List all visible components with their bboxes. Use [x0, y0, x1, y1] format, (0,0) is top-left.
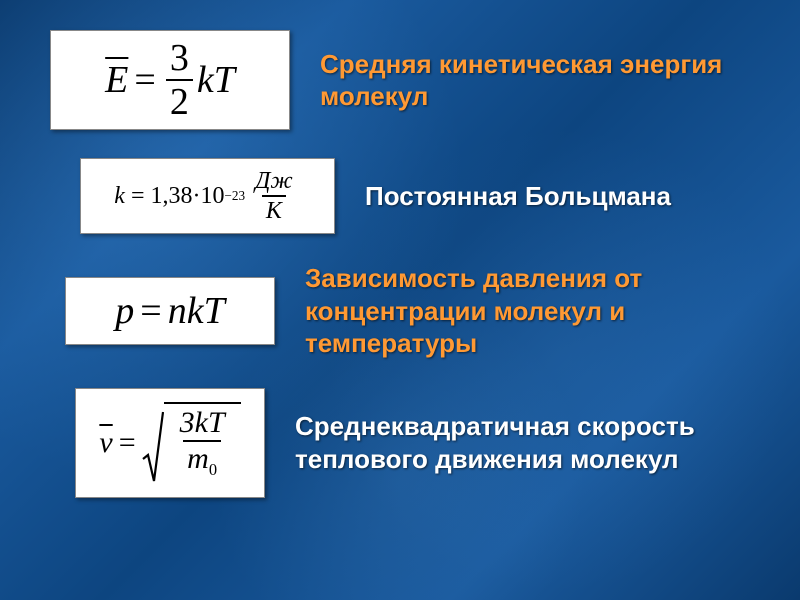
symbol-E-bar: E [105, 58, 128, 102]
row-pressure: p = nkT Зависимость давления от концентр… [40, 262, 760, 360]
row-rms-velocity: v = 3kT m0 Среднеквадратичная скорость т… [40, 388, 760, 498]
equals-sign: = [140, 289, 161, 333]
physics-slide: E = 3 2 kT Средняя кинетическая энергия … [0, 0, 800, 600]
formula-pressure: p = nkT [65, 277, 275, 345]
formula-boltzmann: k = 1,38 · 10 −23 Дж K [80, 158, 335, 234]
label-rms-velocity: Среднеквадратичная скорость теплового дв… [295, 410, 760, 475]
sqrt-expression: 3kT m0 [142, 402, 241, 483]
symbol-k: k [114, 183, 125, 210]
formula-kinetic-energy: E = 3 2 kT [50, 30, 290, 130]
symbol-p: p [115, 289, 134, 333]
fraction-3-2: 3 2 [166, 39, 193, 121]
radicand: 3kT m0 [164, 402, 241, 483]
tail-kT: kT [197, 58, 235, 102]
value-138: 1,38 [150, 183, 192, 210]
rhs-nkT: nkT [168, 289, 225, 333]
equals-sign: = [134, 58, 155, 102]
symbol-v-bar: v [99, 426, 112, 460]
formula-rms-velocity: v = 3kT m0 [75, 388, 265, 498]
label-boltzmann: Постоянная Больцмана [365, 180, 760, 213]
label-kinetic-energy: Средняя кинетическая энергия молекул [320, 48, 760, 113]
exp-neg23: −23 [224, 188, 245, 204]
dot: · [192, 183, 200, 210]
label-pressure: Зависимость давления от концентрации мол… [305, 262, 760, 360]
equals-sign: = [131, 183, 145, 210]
row-boltzmann: k = 1,38 · 10 −23 Дж K Постоянная Больцм… [80, 158, 760, 234]
row-kinetic-energy: E = 3 2 kT Средняя кинетическая энергия … [40, 30, 760, 130]
unit-J-per-K: Дж K [251, 169, 297, 223]
base-10: 10 [200, 183, 224, 210]
equals-sign: = [119, 426, 136, 460]
radical-sign-icon [142, 402, 164, 483]
